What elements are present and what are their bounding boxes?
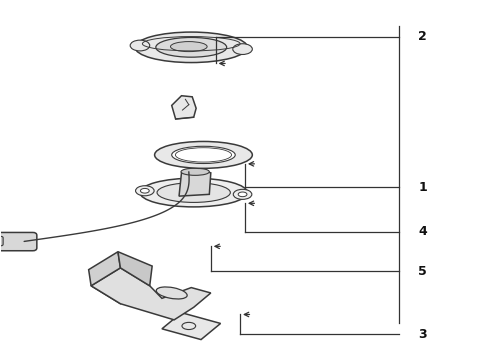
Ellipse shape: [238, 192, 247, 197]
Ellipse shape: [182, 322, 196, 329]
Ellipse shape: [130, 40, 150, 51]
Ellipse shape: [136, 186, 154, 196]
Text: 1: 1: [418, 181, 427, 194]
Ellipse shape: [157, 183, 230, 202]
Polygon shape: [172, 96, 196, 119]
Ellipse shape: [113, 281, 128, 290]
Polygon shape: [89, 252, 121, 286]
Polygon shape: [118, 252, 152, 286]
Text: 2: 2: [418, 30, 427, 43]
FancyBboxPatch shape: [0, 233, 37, 251]
Ellipse shape: [140, 178, 247, 207]
Polygon shape: [162, 313, 220, 339]
Ellipse shape: [175, 148, 232, 162]
Ellipse shape: [135, 32, 247, 63]
Ellipse shape: [155, 141, 252, 168]
Ellipse shape: [233, 44, 252, 54]
Polygon shape: [91, 268, 211, 320]
Ellipse shape: [156, 37, 227, 57]
Text: 4: 4: [418, 225, 427, 238]
Text: 3: 3: [418, 328, 427, 341]
Polygon shape: [91, 268, 150, 304]
Polygon shape: [179, 169, 211, 196]
Ellipse shape: [172, 146, 235, 163]
Ellipse shape: [181, 168, 209, 175]
Text: 5: 5: [418, 265, 427, 278]
Ellipse shape: [156, 287, 187, 299]
Ellipse shape: [171, 41, 207, 51]
FancyBboxPatch shape: [0, 237, 3, 246]
Ellipse shape: [233, 189, 252, 199]
Ellipse shape: [141, 188, 149, 193]
